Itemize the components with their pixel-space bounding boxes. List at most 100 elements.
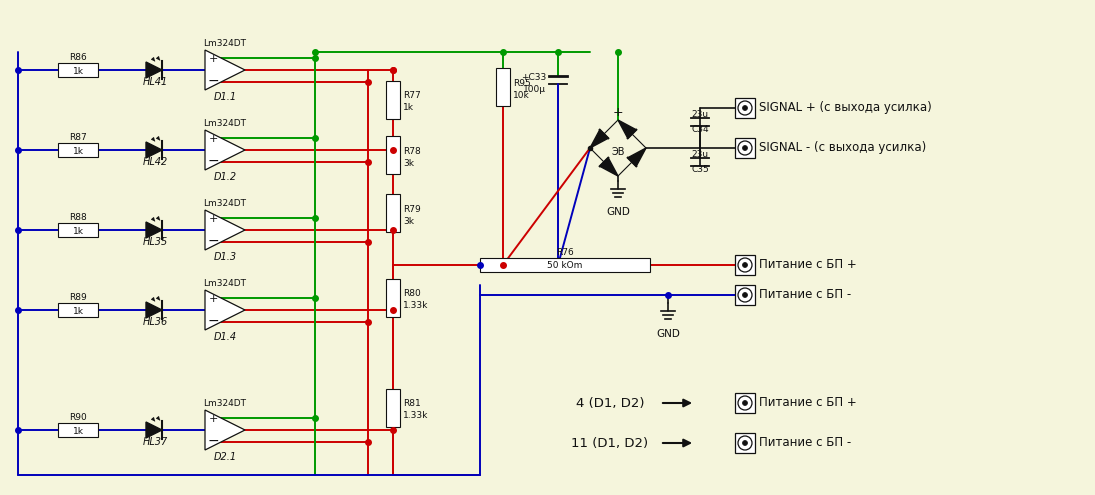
Text: +: + bbox=[208, 214, 218, 224]
Circle shape bbox=[738, 396, 752, 410]
Text: C35: C35 bbox=[691, 165, 708, 174]
Text: Lm324DT: Lm324DT bbox=[204, 199, 246, 208]
Text: 1k: 1k bbox=[72, 306, 83, 315]
Text: +C33: +C33 bbox=[521, 73, 546, 83]
Bar bbox=[58, 143, 97, 157]
Circle shape bbox=[742, 400, 748, 405]
Text: HL36: HL36 bbox=[142, 317, 168, 327]
Bar bbox=[58, 223, 97, 237]
Text: R88: R88 bbox=[69, 213, 87, 222]
Text: 3k: 3k bbox=[403, 216, 414, 226]
Circle shape bbox=[738, 288, 752, 302]
Text: −: − bbox=[207, 234, 219, 248]
Circle shape bbox=[738, 436, 752, 450]
Text: D1.4: D1.4 bbox=[214, 332, 237, 342]
Text: R89: R89 bbox=[69, 293, 87, 302]
Text: GND: GND bbox=[656, 329, 680, 339]
Polygon shape bbox=[146, 302, 162, 318]
Text: HL41: HL41 bbox=[142, 77, 168, 87]
Bar bbox=[735, 393, 754, 413]
Text: +: + bbox=[208, 294, 218, 304]
Bar bbox=[735, 433, 754, 453]
Text: 100μ: 100μ bbox=[523, 85, 546, 94]
Polygon shape bbox=[205, 410, 245, 450]
Text: −: − bbox=[207, 74, 219, 88]
Text: R86: R86 bbox=[69, 53, 87, 62]
Polygon shape bbox=[146, 222, 162, 238]
Text: 3k: 3k bbox=[403, 158, 414, 167]
Bar bbox=[58, 423, 97, 437]
Text: D1.1: D1.1 bbox=[214, 92, 237, 102]
Bar bbox=[387, 279, 400, 317]
Polygon shape bbox=[627, 148, 646, 166]
Text: −: − bbox=[207, 434, 219, 448]
Text: R78: R78 bbox=[403, 147, 420, 155]
Text: 50 kOm: 50 kOm bbox=[548, 261, 583, 270]
Polygon shape bbox=[146, 422, 162, 438]
Text: R87: R87 bbox=[69, 133, 87, 142]
Text: D1.3: D1.3 bbox=[214, 252, 237, 262]
Text: 1k: 1k bbox=[403, 103, 414, 112]
Circle shape bbox=[742, 105, 748, 110]
Bar bbox=[480, 258, 650, 272]
Text: ЭВ: ЭВ bbox=[611, 147, 625, 157]
Text: +: + bbox=[208, 134, 218, 144]
Bar bbox=[387, 389, 400, 427]
Text: Lm324DT: Lm324DT bbox=[204, 39, 246, 48]
Bar bbox=[58, 63, 97, 77]
Text: D1.2: D1.2 bbox=[214, 172, 237, 182]
Text: R76: R76 bbox=[556, 248, 574, 257]
Bar bbox=[735, 255, 754, 275]
Text: 1.33k: 1.33k bbox=[403, 301, 428, 310]
Circle shape bbox=[742, 441, 748, 446]
Polygon shape bbox=[618, 120, 636, 138]
Text: HL42: HL42 bbox=[142, 157, 168, 167]
Circle shape bbox=[742, 262, 748, 267]
Polygon shape bbox=[590, 130, 608, 148]
Bar bbox=[387, 194, 400, 232]
Bar bbox=[58, 303, 97, 317]
Text: R95: R95 bbox=[512, 79, 531, 88]
Text: R81: R81 bbox=[403, 399, 420, 408]
Text: 1k: 1k bbox=[72, 427, 83, 436]
Text: HL37: HL37 bbox=[142, 437, 168, 447]
Text: SIGNAL + (с выхода усилка): SIGNAL + (с выхода усилка) bbox=[759, 101, 932, 114]
Text: 23u: 23u bbox=[691, 150, 708, 159]
Circle shape bbox=[738, 141, 752, 155]
Circle shape bbox=[742, 293, 748, 297]
Text: R77: R77 bbox=[403, 92, 420, 100]
Text: Питание с БП -: Питание с БП - bbox=[759, 437, 851, 449]
Circle shape bbox=[738, 258, 752, 272]
Text: −: − bbox=[207, 154, 219, 168]
Text: +: + bbox=[208, 54, 218, 64]
Text: 11 (D1, D2): 11 (D1, D2) bbox=[572, 437, 648, 449]
Text: Питание с БП -: Питание с БП - bbox=[759, 289, 851, 301]
Text: Lm324DT: Lm324DT bbox=[204, 399, 246, 408]
Text: 1k: 1k bbox=[72, 147, 83, 155]
Circle shape bbox=[738, 101, 752, 115]
Bar bbox=[735, 98, 754, 118]
Bar bbox=[496, 68, 510, 106]
Text: SIGNAL - (с выхода усилка): SIGNAL - (с выхода усилка) bbox=[759, 142, 926, 154]
Polygon shape bbox=[146, 62, 162, 78]
Bar bbox=[735, 138, 754, 158]
Text: R90: R90 bbox=[69, 413, 87, 422]
Text: C34: C34 bbox=[691, 125, 708, 134]
Polygon shape bbox=[146, 142, 162, 158]
Text: HL35: HL35 bbox=[142, 237, 168, 247]
Text: GND: GND bbox=[606, 207, 630, 217]
Text: D2.1: D2.1 bbox=[214, 452, 237, 462]
Bar bbox=[387, 136, 400, 174]
Text: 23u: 23u bbox=[691, 110, 708, 119]
Polygon shape bbox=[600, 158, 618, 176]
Bar bbox=[387, 81, 400, 119]
Text: Питание с БП +: Питание с БП + bbox=[759, 396, 856, 409]
Text: R79: R79 bbox=[403, 204, 420, 213]
Text: 4 (D1, D2): 4 (D1, D2) bbox=[576, 396, 644, 409]
Circle shape bbox=[742, 146, 748, 150]
Polygon shape bbox=[205, 50, 245, 90]
Text: +: + bbox=[613, 105, 623, 118]
Polygon shape bbox=[205, 130, 245, 170]
Polygon shape bbox=[205, 210, 245, 250]
Text: Питание с БП +: Питание с БП + bbox=[759, 258, 856, 271]
